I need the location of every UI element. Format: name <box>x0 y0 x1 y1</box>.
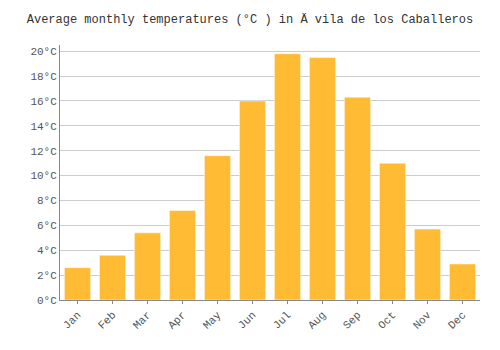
svg-text:6°C: 6°C <box>37 220 57 232</box>
svg-text:Feb: Feb <box>96 309 118 331</box>
svg-text:10°C: 10°C <box>30 170 57 182</box>
svg-text:14°C: 14°C <box>30 121 57 133</box>
svg-text:Oct: Oct <box>376 309 398 331</box>
svg-text:2°C: 2°C <box>37 270 57 282</box>
svg-text:Jun: Jun <box>236 309 258 331</box>
svg-text:20°C: 20°C <box>30 46 57 58</box>
svg-text:Jul: Jul <box>271 309 293 331</box>
svg-text:12°C: 12°C <box>30 146 57 158</box>
svg-text:8°C: 8°C <box>37 195 57 207</box>
svg-text:0°C: 0°C <box>37 295 57 307</box>
svg-text:Mar: Mar <box>131 309 153 331</box>
svg-text:Sep: Sep <box>341 309 363 331</box>
svg-text:18°C: 18°C <box>30 71 57 83</box>
svg-text:Nov: Nov <box>411 309 434 332</box>
svg-text:Aug: Aug <box>306 309 328 331</box>
svg-text:Average monthly temperatures (: Average monthly temperatures (°C ) in Ä … <box>27 13 473 27</box>
svg-text:Dec: Dec <box>446 309 468 331</box>
svg-text:Jan: Jan <box>61 309 83 331</box>
svg-text:16°C: 16°C <box>30 96 57 108</box>
svg-text:4°C: 4°C <box>37 245 57 257</box>
svg-text:May: May <box>201 309 224 332</box>
svg-text:Apr: Apr <box>166 309 188 331</box>
